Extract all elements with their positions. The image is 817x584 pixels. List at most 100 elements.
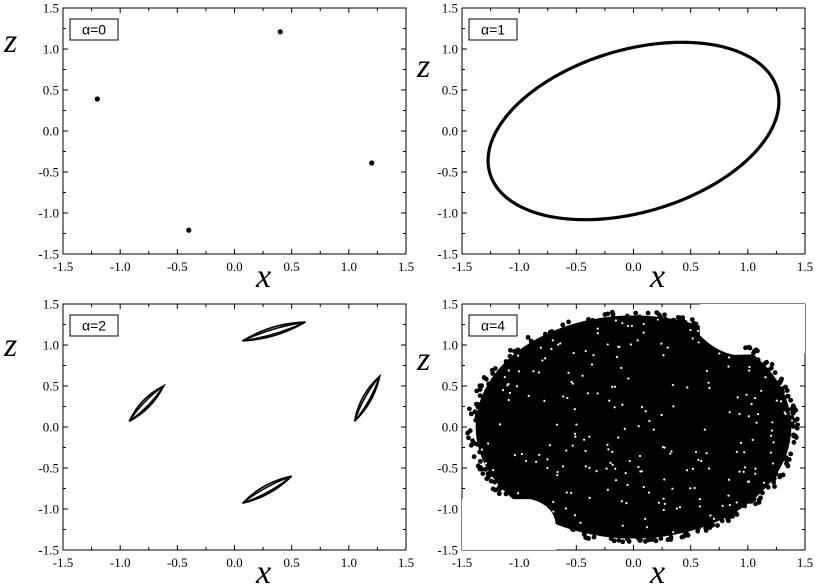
cloud-gap: [546, 466, 549, 470]
cloud-gap: [614, 467, 617, 470]
cloud-gap: [760, 389, 763, 393]
cloud-point: [783, 455, 789, 461]
cloud-gap: [621, 524, 624, 527]
cloud-gap: [630, 324, 633, 328]
cloud-gap: [556, 474, 559, 477]
cloud-point: [560, 322, 566, 328]
cloud-gap: [606, 488, 609, 491]
x-tick-label: 0.5: [683, 555, 699, 570]
cloud-gap: [520, 452, 524, 456]
cloud-point: [776, 379, 782, 385]
cloud-gap: [769, 434, 773, 437]
cloud-gap: [588, 466, 591, 469]
cloud-gap: [613, 406, 616, 409]
cloud-gap: [543, 399, 546, 402]
cloud-gap: [670, 450, 673, 453]
notch-cutout: [462, 499, 556, 550]
cloud-point: [794, 416, 800, 422]
cloud-point: [780, 472, 786, 478]
cloud-gap: [596, 327, 599, 330]
cloud-point: [710, 522, 716, 528]
cloud-point: [466, 435, 471, 441]
cloud-gap: [743, 466, 747, 469]
cloud-gap: [541, 359, 544, 362]
cloud-point: [726, 518, 731, 524]
cloud-point: [507, 353, 513, 359]
cloud-gap: [756, 413, 760, 416]
cloud-gap: [652, 428, 655, 431]
cloud-point: [487, 472, 493, 478]
cloud-gap: [638, 454, 642, 458]
cloud-gap: [551, 339, 554, 342]
torus-loop: [241, 475, 293, 505]
cloud-gap: [606, 443, 609, 446]
y-tick-label: -0.5: [437, 165, 458, 180]
cloud-gap: [672, 405, 675, 408]
cloud-gap: [660, 413, 663, 417]
cloud-gap: [783, 411, 786, 414]
cloud-point: [762, 361, 768, 366]
x-tick-label: -0.5: [167, 259, 188, 274]
cloud-point: [734, 511, 740, 517]
cloud-gap: [657, 501, 660, 504]
cloud-point: [785, 393, 791, 399]
cloud-gap: [769, 451, 772, 454]
cloud-point: [751, 350, 756, 356]
cloud-point: [474, 388, 480, 394]
cloud-point: [609, 309, 615, 315]
cloud-point: [753, 347, 759, 353]
y-tick-label: 0.5: [43, 379, 59, 394]
cloud-gap: [745, 393, 748, 396]
cloud-gap: [735, 501, 738, 504]
cloud-gap: [637, 465, 640, 469]
cloud-point: [586, 536, 591, 541]
cloud-point: [695, 528, 701, 534]
cloud-gap: [743, 451, 746, 454]
cloud-gap: [539, 346, 542, 349]
cloud-point: [696, 525, 702, 530]
cloud-gap: [662, 497, 665, 500]
cloud-gap: [708, 386, 711, 389]
torus-loop: [128, 383, 166, 422]
cloud-point: [649, 537, 655, 543]
panel-label: α=0: [82, 22, 106, 38]
cloud-gap: [492, 468, 495, 472]
cloud-gap: [738, 412, 741, 415]
cloud-point: [479, 466, 484, 472]
cloud-gap: [620, 500, 623, 503]
cloud-gap: [608, 399, 611, 402]
cloud-gap: [661, 446, 665, 449]
x-tick-label: 1.0: [341, 555, 357, 570]
x-tick-label: -1.0: [110, 555, 131, 570]
x-tick-label: -0.5: [566, 259, 587, 274]
cloud-point: [590, 317, 595, 323]
x-axis-label: x: [255, 554, 271, 584]
cloud-gap: [700, 459, 703, 463]
y-tick-label: 1.5: [442, 297, 458, 312]
data-point: [94, 96, 100, 102]
cloud-point: [653, 538, 659, 544]
cloud-gap: [772, 441, 775, 444]
x-tick-label: 1.5: [797, 555, 813, 570]
cloud-gap: [501, 389, 505, 392]
cloud-gap: [573, 514, 576, 517]
cloud-gap: [588, 435, 591, 438]
cloud-gap: [755, 421, 758, 424]
torus-loop: [353, 375, 381, 422]
cloud-gap: [689, 487, 692, 490]
cloud-gap: [595, 470, 598, 473]
cloud-point: [525, 334, 531, 340]
cloud-gap: [567, 371, 570, 374]
cloud-gap: [620, 366, 623, 370]
cloud-gap: [618, 345, 621, 349]
torus-loop: [242, 321, 306, 342]
cloud-point: [771, 479, 777, 485]
data-layer: [128, 321, 382, 505]
cloud-gap: [728, 356, 731, 359]
cloud-point: [503, 491, 509, 497]
cloud-point: [492, 479, 498, 485]
cloud-point: [681, 533, 687, 539]
cloud-point: [483, 466, 488, 472]
chart-panel-4: -1.5 -1.0 -0.5 0.0 0.5 1.0 1.5 -1.5 -1.0 -0.5 0.0 0…: [416, 297, 813, 584]
cloud-gap: [611, 385, 614, 388]
